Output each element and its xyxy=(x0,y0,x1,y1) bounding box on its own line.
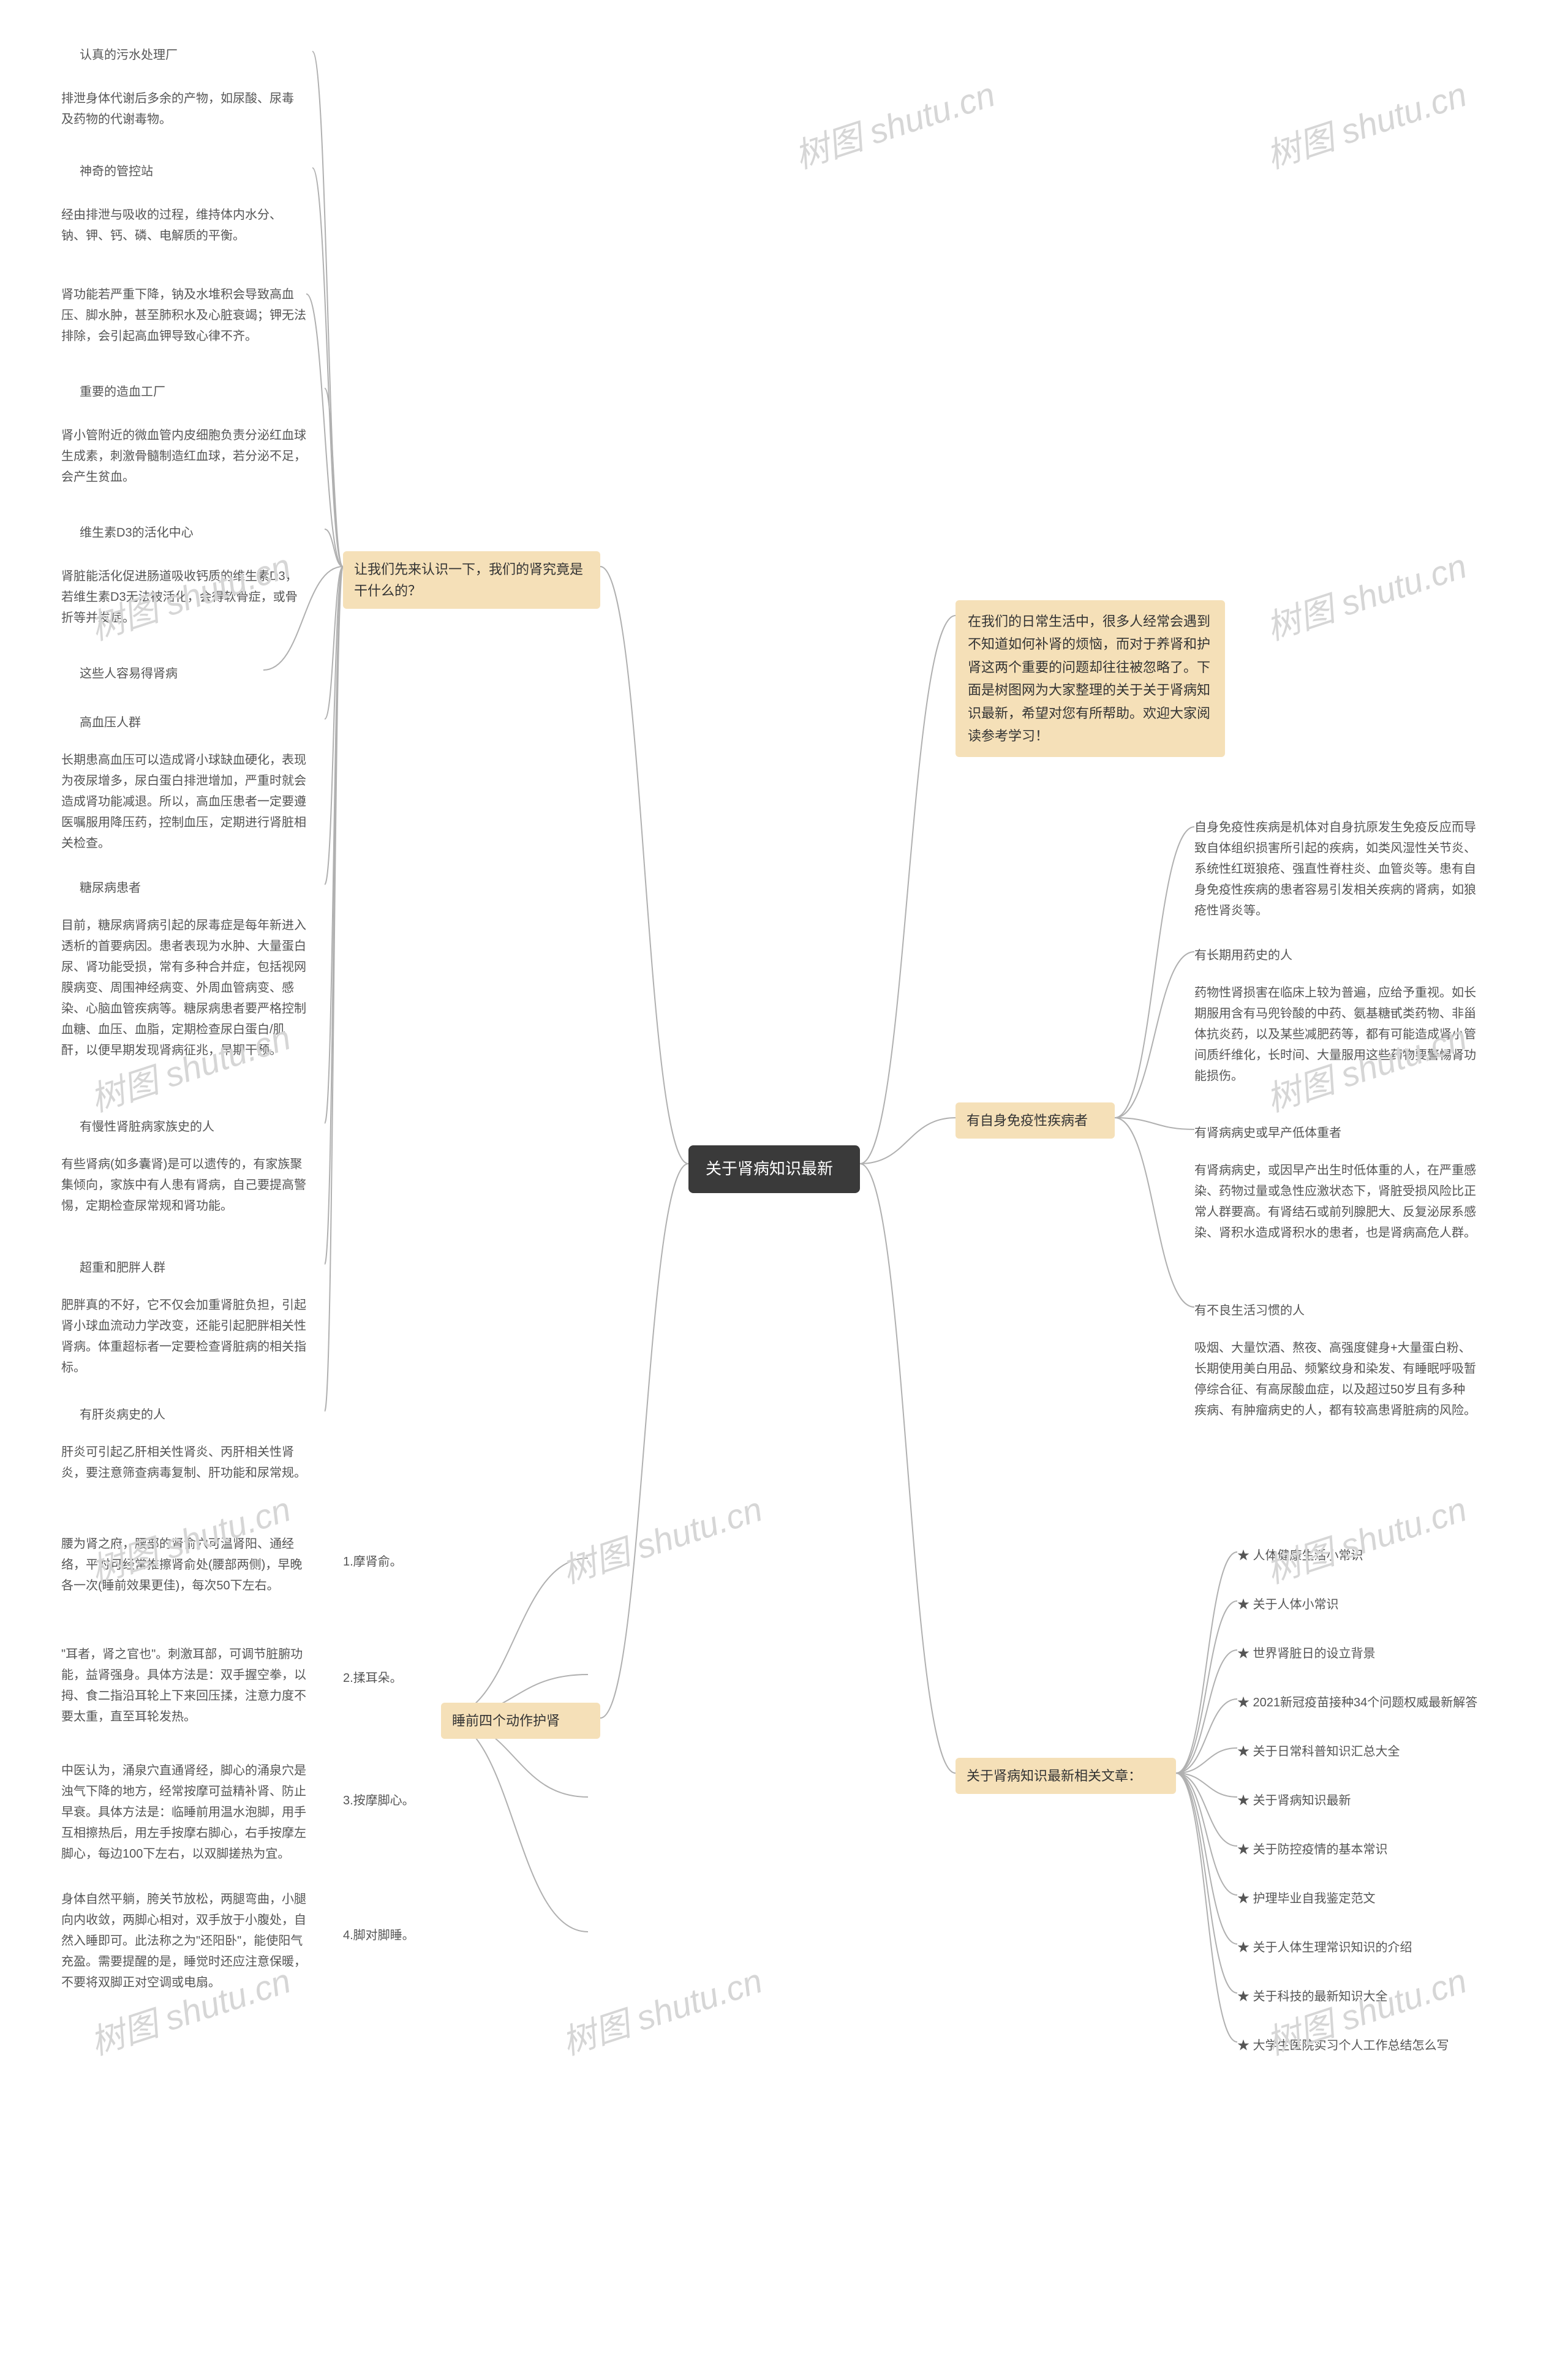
left-leaf-title-1-0: 1.摩肾俞。 xyxy=(343,1550,588,1574)
right-leaf-title-2-0: ★ 人体健康生活小常识 xyxy=(1237,1543,1458,1568)
watermark-0: 树图 shutu.cn xyxy=(788,67,1001,179)
left-leaf-title-0-1: 神奇的管控站 xyxy=(80,159,312,184)
right-leaf-title-2-3: ★ 2021新冠疫苗接种34个问题权威最新解答 xyxy=(1237,1690,1494,1715)
watermark-10: 树图 shutu.cn xyxy=(555,1954,768,2065)
root-node: 关于肾病知识最新 xyxy=(688,1145,860,1193)
left-leaf-title-0-8: 有慢性肾脏病家族史的人 xyxy=(80,1115,325,1139)
left-leaf-title-0-6: 高血压人群 xyxy=(80,710,325,735)
right-branch-0: 在我们的日常生活中，很多人经常会遇到不知道如何补肾的烦恼，而对于养肾和护肾这两个… xyxy=(956,600,1225,757)
right-branch-2: 关于肾病知识最新相关文章： xyxy=(956,1758,1176,1794)
left-leaf-body-0-8: 有些肾病(如多囊肾)是可以遗传的，有家族聚集倾向，家族中有人患有肾病，自己要提高… xyxy=(61,1151,306,1219)
right-leaf-title-1-1: 有长期用药史的人 xyxy=(1194,943,1476,968)
left-leaf-title-0-10: 有肝炎病史的人 xyxy=(80,1403,325,1427)
left-branch-1: 睡前四个动作护肾 xyxy=(441,1703,600,1739)
right-leaf-title-1-3: 有不良生活习惯的人 xyxy=(1194,1298,1476,1323)
right-leaf-title-2-1: ★ 关于人体小常识 xyxy=(1237,1592,1458,1617)
mindmap-canvas: 关于肾病知识最新 让我们先来认识一下，我们的肾究竟是干什么的？ 认真的污水处理厂排… xyxy=(0,0,1568,2366)
left-leaf-title-0-4: 维生素D3的活化中心 xyxy=(80,521,325,545)
right-leaf-title-2-10: ★ 大学生医院实习个人工作总结怎么写 xyxy=(1237,2033,1482,2058)
right-leaf-title-2-7: ★ 护理毕业自我鉴定范文 xyxy=(1237,1886,1458,1911)
left-leaf-body-0-6: 长期患高血压可以造成肾小球缺血硬化，表现为夜尿增多，尿白蛋白排泄增加，严重时就会… xyxy=(61,747,306,856)
right-leaf-body-1-3: 吸烟、大量饮酒、熬夜、高强度健身+大量蛋白粉、长期使用美白用品、频繁纹身和染发、… xyxy=(1194,1335,1476,1423)
right-branch-1: 有自身免疫性疾病者 xyxy=(956,1102,1115,1139)
left-leaf-body-1-1: "耳者，肾之官也"。刺激耳部，可调节脏腑功能，益肾强身。具体方法是：双手握空拳，… xyxy=(61,1641,306,1730)
left-leaf-body-0-4: 肾脏能活化促进肠道吸收钙质的维生素D3，若维生素D3无法被活化，会得软骨症，或骨… xyxy=(61,563,306,631)
left-leaf-title-0-0: 认真的污水处理厂 xyxy=(80,43,312,67)
left-branch-0: 让我们先来认识一下，我们的肾究竟是干什么的？ xyxy=(343,551,600,609)
watermark-8: 树图 shutu.cn xyxy=(1259,1482,1472,1594)
left-leaf-body-0-9: 肥胖真的不好，它不仅会加重肾脏负担，引起肾小球血流动力学改变，还能引起肥胖相关性… xyxy=(61,1292,306,1381)
left-leaf-title-0-5: 这些人容易得肾病 xyxy=(80,661,263,686)
left-leaf-body-0-0: 排泄身体代谢后多余的产物，如尿酸、尿毒及药物的代谢毒物。 xyxy=(61,86,294,132)
left-leaf-body-1-0: 腰为肾之府，腰部的肾俞穴可温肾阳、通经络，平时可经常推擦肾俞处(腰部两侧)，早晚… xyxy=(61,1531,306,1599)
left-leaf-body-0-10: 肝炎可引起乙肝相关性肾炎、丙肝相关性肾炎，要注意筛查病毒复制、肝功能和尿常规。 xyxy=(61,1439,306,1486)
left-leaf-body-1-3: 身体自然平躺，胯关节放松，两腿弯曲，小腿向内收敛，两脚心相对，双手放于小腹处，自… xyxy=(61,1886,306,1995)
right-leaf-title-2-6: ★ 关于防控疫情的基本常识 xyxy=(1237,1837,1458,1862)
left-leaf-title-0-3: 重要的造血工厂 xyxy=(80,380,325,404)
right-leaf-body-1-2: 有肾病病史，或因早产出生时低体重的人，在严重感染、药物过量或急性应激状态下，肾脏… xyxy=(1194,1158,1476,1246)
left-leaf-title-1-3: 4.脚对脚睡。 xyxy=(343,1923,588,1948)
right-leaf-title-2-4: ★ 关于日常科普知识汇总大全 xyxy=(1237,1739,1458,1764)
right-leaf-body-1-1: 药物性肾损害在临床上较为普遍，应给予重视。如长期服用含有马兜铃酸的中药、氨基糖甙… xyxy=(1194,980,1476,1089)
left-leaf-title-0-9: 超重和肥胖人群 xyxy=(80,1256,325,1280)
left-leaf-body-0-2: 肾功能若严重下降，钠及水堆积会导致高血压、脚水肿，甚至肺积水及心脏衰竭；钾无法排… xyxy=(61,282,306,349)
right-leaf-title-2-8: ★ 关于人体生理常识知识的介绍 xyxy=(1237,1935,1458,1960)
left-leaf-body-0-3: 肾小管附近的微血管内皮细胞负责分泌红血球生成素，刺激骨髓制造红血球，若分泌不足，… xyxy=(61,423,306,490)
left-leaf-body-1-2: 中医认为，涌泉穴直通肾经，脚心的涌泉穴是浊气下降的地方，经常按摩可益精补肾、防止… xyxy=(61,1758,306,1867)
left-leaf-title-1-2: 3.按摩脚心。 xyxy=(343,1788,588,1813)
watermark-3: 树图 shutu.cn xyxy=(1259,539,1472,650)
right-leaf-title-2-2: ★ 世界肾脏日的设立背景 xyxy=(1237,1641,1458,1666)
right-leaf-body-1-0: 自身免疫性疾病是机体对自身抗原发生免疫反应而导致自体组织损害所引起的疾病，如类风… xyxy=(1194,815,1476,924)
watermark-7: 树图 shutu.cn xyxy=(555,1482,768,1594)
left-leaf-body-0-1: 经由排泄与吸收的过程，维持体内水分、钠、钾、钙、磷、电解质的平衡。 xyxy=(61,202,294,249)
right-leaf-title-1-2: 有肾病病史或早产低体重者 xyxy=(1194,1121,1476,1145)
left-leaf-title-1-1: 2.揉耳朵。 xyxy=(343,1666,588,1690)
right-leaf-title-2-5: ★ 关于肾病知识最新 xyxy=(1237,1788,1458,1813)
left-leaf-body-0-7: 目前，糖尿病肾病引起的尿毒症是每年新进入透析的首要病因。患者表现为水肿、大量蛋白… xyxy=(61,913,306,1063)
left-leaf-title-0-7: 糖尿病患者 xyxy=(80,876,325,900)
right-leaf-title-2-9: ★ 关于科技的最新知识大全 xyxy=(1237,1984,1458,2009)
watermark-1: 树图 shutu.cn xyxy=(1259,67,1472,179)
